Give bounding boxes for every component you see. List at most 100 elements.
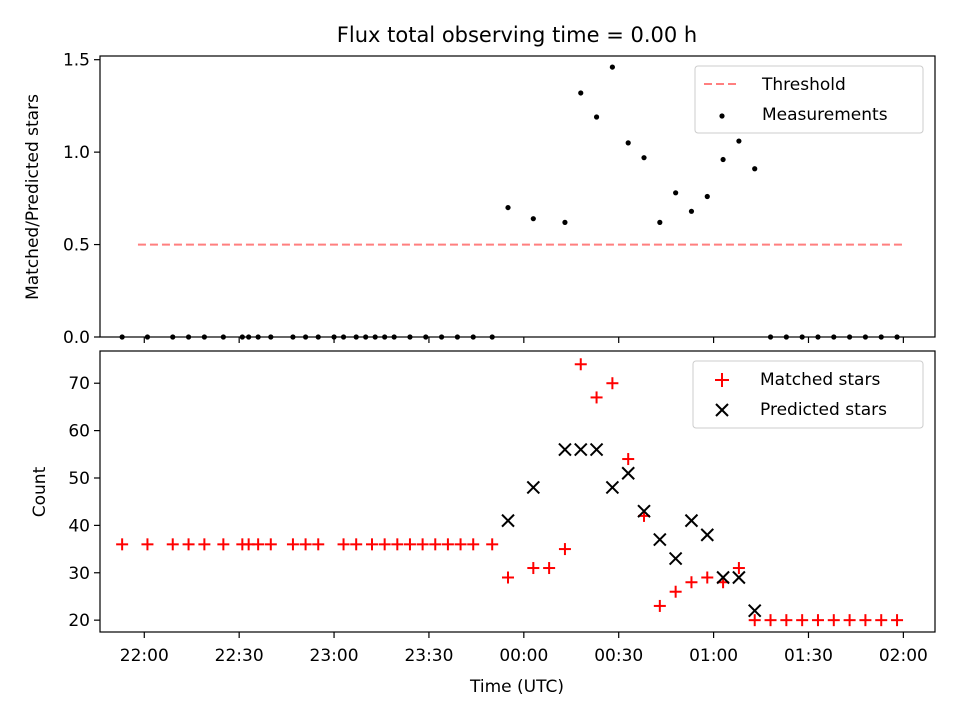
figure-title: Flux total observing time = 0.00 h <box>337 23 697 47</box>
predicted-stars-point <box>558 442 572 457</box>
matched-stars-point <box>558 543 571 556</box>
predicted-stars-point <box>605 480 620 495</box>
top-y-tick-label: 0.5 <box>63 236 90 256</box>
bottom-legend: Matched stars Predicted stars <box>692 360 924 429</box>
matched-stars-point <box>166 538 179 551</box>
matched-stars-point <box>891 614 904 627</box>
measurements-point <box>609 64 615 70</box>
matched-stars-point <box>141 538 154 551</box>
legend-matched-label: Matched stars <box>760 370 880 390</box>
matched-stars-point <box>606 377 619 390</box>
bottom-x-tick-label: 23:00 <box>310 646 359 666</box>
top-y-tick-label: 1.5 <box>63 51 90 71</box>
matched-stars-point <box>441 538 454 551</box>
bottom-panel: 20 30 40 50 60 70 22:00 22:30 23:00 23:30 00:00 00… <box>30 350 936 697</box>
matched-stars-point <box>391 538 404 551</box>
measurements-point <box>593 114 600 120</box>
bottom-x-tick-label: 22:00 <box>120 646 169 666</box>
bottom-x-tick-label: 01:30 <box>784 646 833 666</box>
predicted-stars-point <box>589 442 604 457</box>
measurements-point <box>736 138 742 144</box>
matched-stars-point <box>701 571 714 584</box>
bottom-y-tick-label: 50 <box>68 469 90 489</box>
matched-stars-point <box>843 614 856 627</box>
matched-stars-point <box>543 562 556 575</box>
bottom-axes-frame <box>99 350 936 633</box>
predicted-stars-point <box>684 513 699 528</box>
matched-stars-point <box>796 614 809 627</box>
top-legend: Threshold Measurements <box>694 65 924 134</box>
measurements-point <box>704 193 710 200</box>
matched-stars-point <box>378 538 391 551</box>
bottom-x-tick-label: 01:00 <box>689 646 738 666</box>
matched-stars-point <box>182 538 195 551</box>
bottom-marks <box>116 358 904 627</box>
matched-stars-point <box>669 585 682 598</box>
matched-stars-point <box>416 538 429 551</box>
matched-stars-point <box>264 538 277 551</box>
matched-stars-point <box>502 571 515 584</box>
matched-stars-point <box>527 562 540 575</box>
measurements-point <box>562 219 568 225</box>
measurements-point <box>625 140 631 146</box>
measurements-point <box>720 156 726 163</box>
bottom-y-tick-label: 40 <box>68 516 90 536</box>
top-y-axis-label: Matched/Predicted stars <box>23 94 43 300</box>
top-axes-frame <box>99 55 936 338</box>
bottom-x-tick-label: 23:30 <box>404 646 453 666</box>
matched-stars-point <box>217 538 230 551</box>
matched-stars-point <box>748 614 761 627</box>
predicted-stars-point <box>574 442 588 457</box>
matched-stars-point <box>312 538 325 551</box>
predicted-stars-point <box>716 570 730 585</box>
matched-stars-point <box>764 614 777 627</box>
measurements-point <box>673 190 679 196</box>
bottom-x-axis-label: Time (UTC) <box>469 677 564 697</box>
measurements-point <box>657 219 663 225</box>
top-panel: 0.0 0.5 1.0 1.5 Matched/Predicted stars Thr… <box>23 51 936 348</box>
top-y-tick-label: 0.0 <box>63 328 90 348</box>
top-x-ticks <box>143 337 904 343</box>
matched-stars-point <box>827 614 840 627</box>
predicted-stars-point <box>700 528 714 542</box>
matched-stars-point <box>875 614 888 627</box>
top-y-ticks: 0.0 0.5 1.0 1.5 <box>63 51 100 348</box>
matched-stars-point <box>366 538 379 551</box>
predicted-stars-point <box>748 603 762 618</box>
matched-stars-point <box>590 391 603 404</box>
predicted-stars-point <box>501 513 515 528</box>
bottom-y-axis-label: Count <box>30 466 50 517</box>
bottom-legend-box <box>692 360 924 429</box>
measurements-point <box>530 216 536 222</box>
matched-stars-point <box>337 538 350 551</box>
bottom-x-tick-label: 00:00 <box>499 646 548 666</box>
matched-stars-point <box>467 538 480 551</box>
measurements-point <box>505 204 511 211</box>
top-y-tick-label: 1.0 <box>63 143 90 163</box>
matched-stars-point <box>429 538 442 551</box>
bottom-y-tick-label: 60 <box>68 422 90 442</box>
bottom-y-ticks: 20 30 40 50 60 70 <box>68 374 100 631</box>
bottom-y-tick-label: 30 <box>68 564 90 584</box>
matched-stars-point <box>486 538 499 551</box>
matched-stars-point <box>574 358 587 371</box>
predicted-stars-point <box>668 551 683 566</box>
matched-stars-point <box>685 576 698 589</box>
matched-stars-point <box>859 614 872 627</box>
matched-stars-point <box>252 538 265 551</box>
matched-stars-point <box>780 614 793 627</box>
matched-stars-point <box>653 599 666 612</box>
bottom-x-ticks: 22:00 22:30 23:00 23:30 00:00 00:30 01:00 01:30… <box>120 632 928 666</box>
measurements-point <box>752 166 758 172</box>
predicted-stars-point <box>732 570 746 585</box>
matched-stars-point <box>732 562 745 575</box>
matched-stars-point <box>286 538 299 551</box>
predicted-stars-point <box>621 466 635 480</box>
legend-measurements-label: Measurements <box>762 105 888 125</box>
measurements-point <box>578 90 584 96</box>
matched-stars-point <box>198 538 211 551</box>
measurements-point <box>641 155 647 161</box>
predicted-stars-point <box>653 532 667 547</box>
bottom-y-tick-label: 70 <box>68 374 90 394</box>
